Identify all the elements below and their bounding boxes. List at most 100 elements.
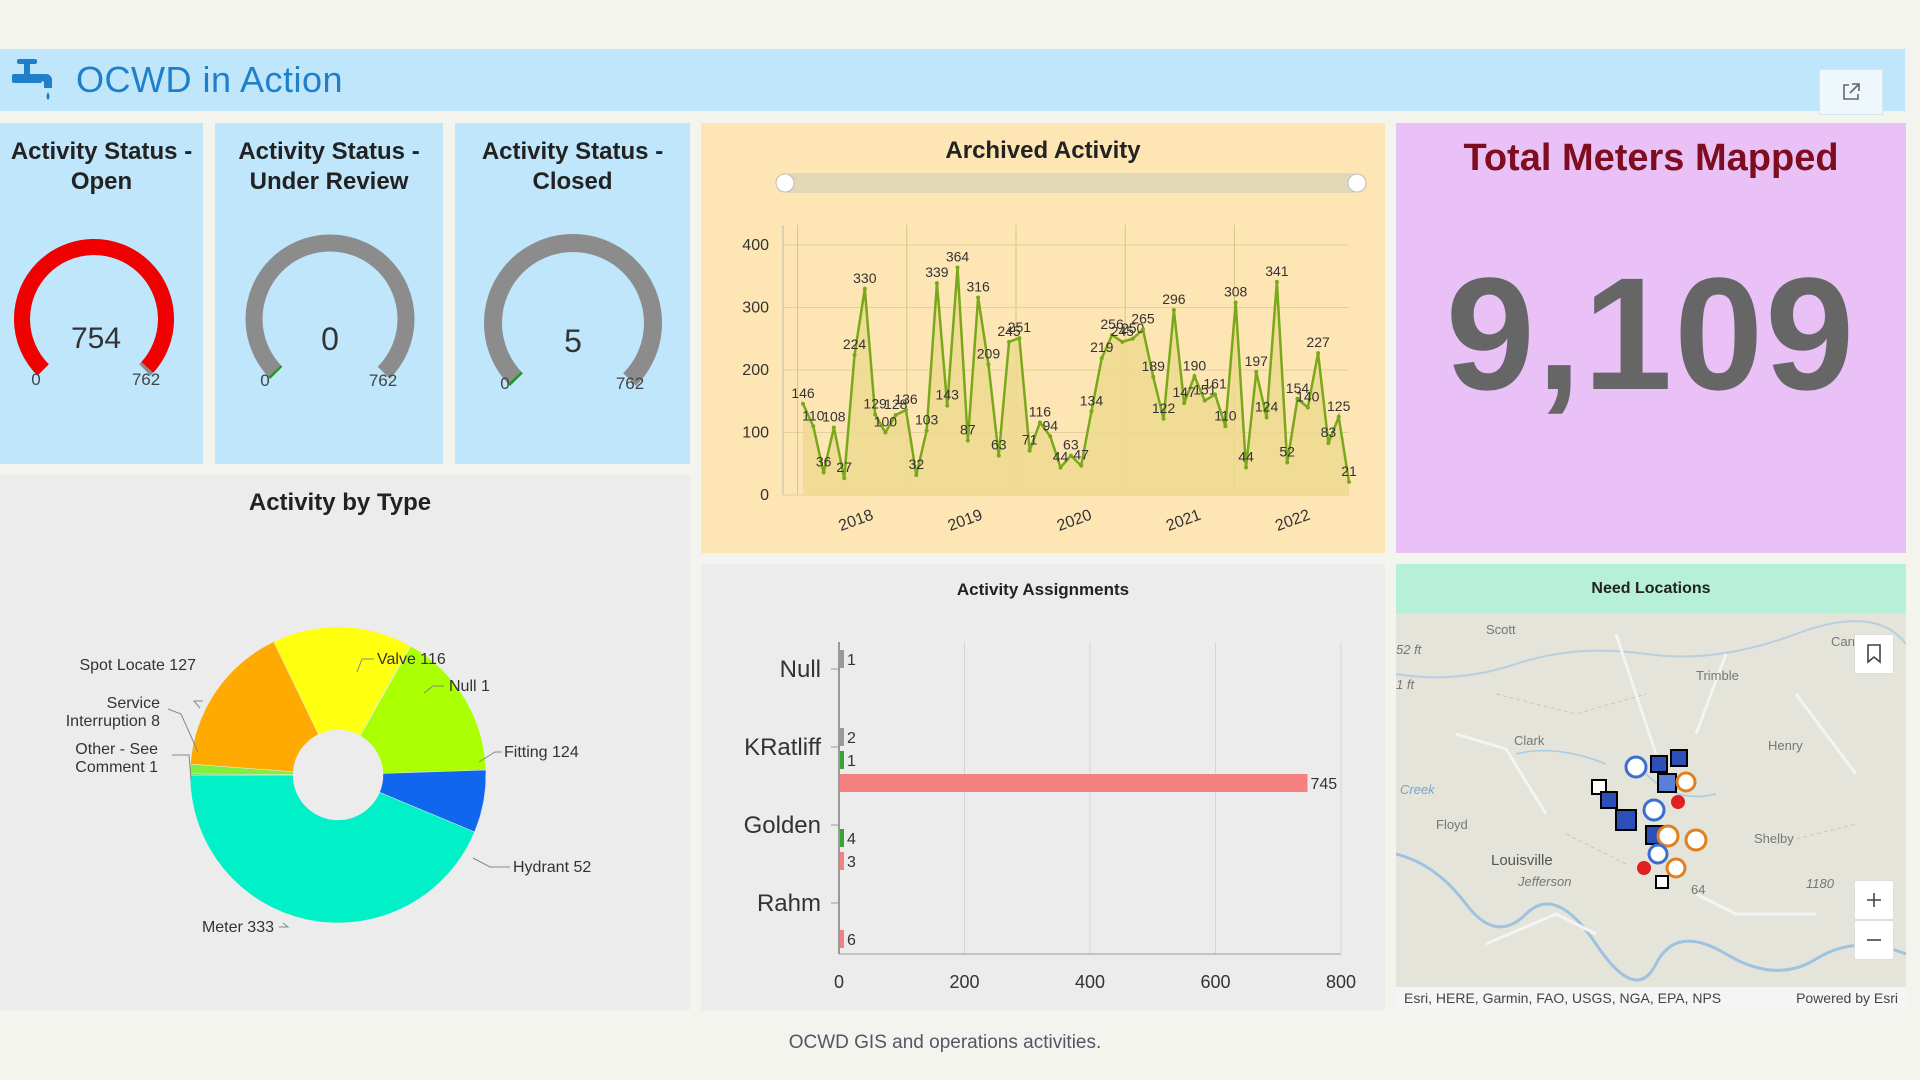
data-label: 147 <box>1172 384 1196 400</box>
bar[interactable] <box>840 774 1308 792</box>
pie-label-other-line1: Other - See <box>75 741 158 758</box>
map-label-jefferson: Jefferson <box>1517 874 1571 889</box>
zoom-out-button[interactable] <box>1854 920 1894 960</box>
gauge-max-label: 762 <box>369 371 397 390</box>
data-point <box>924 428 929 433</box>
data-point <box>1233 300 1238 305</box>
marker-flag <box>1591 779 1607 795</box>
gauge-max-label: 762 <box>616 374 644 393</box>
map-label-scott: Scott <box>1486 622 1516 637</box>
pie-slice[interactable] <box>359 645 487 774</box>
gauge-panel-closed: Activity Status - Closed 5 0 762 <box>455 123 690 464</box>
data-point <box>883 430 888 435</box>
data-point <box>1161 416 1166 421</box>
dashboard-header: OCWD in Action <box>0 49 1905 115</box>
need-location-markers[interactable] <box>1591 749 1708 889</box>
data-label: 27 <box>836 459 852 475</box>
map-label-shelby: Shelby <box>1754 831 1794 846</box>
data-label: 116 <box>1029 404 1052 420</box>
y-tick-label: 400 <box>742 237 769 254</box>
bar[interactable] <box>840 751 844 769</box>
pie-slice[interactable] <box>190 641 319 772</box>
data-label: 36 <box>816 454 832 470</box>
activity-by-type-chart: Valve 116 Null 1 Fitting 124 Hydrant 52 … <box>66 626 591 936</box>
marker-hydrant <box>1684 828 1708 852</box>
archived-activity-chart: 0 100 200 300 400 2018 2019 2020 2021 2022 146 110 3… <box>742 173 1367 535</box>
map-label-elev-1ft: 1 ft <box>1396 677 1415 692</box>
x-tick-label: 2022 <box>1273 507 1312 535</box>
data-point <box>945 403 950 408</box>
open-external-button[interactable] <box>1819 69 1883 115</box>
data-point <box>1171 308 1176 312</box>
pie-label-other-line2: Comment 1 <box>75 759 158 776</box>
bar[interactable] <box>840 852 844 870</box>
data-label: 52 <box>1279 444 1295 460</box>
data-point <box>1120 339 1125 344</box>
data-label: 63 <box>1063 437 1079 453</box>
map-label-floyd: Floyd <box>1436 817 1468 832</box>
bar[interactable] <box>840 829 844 847</box>
gauge-track <box>245 234 415 379</box>
marker-hydrant <box>1665 857 1687 879</box>
gauge-fill <box>268 365 283 379</box>
range-scrollbar[interactable] <box>783 173 1359 193</box>
x-tick-label: 400 <box>1075 972 1105 992</box>
marker-flag <box>1655 875 1669 889</box>
bar[interactable] <box>840 930 844 948</box>
data-label: 44 <box>1053 449 1069 465</box>
bar-value-label: 3 <box>847 854 856 871</box>
bookmark-button[interactable] <box>1854 634 1894 674</box>
panel-title: Activity by Type <box>248 489 432 516</box>
marker-meter <box>1642 798 1666 822</box>
data-label: 110 <box>1214 407 1237 423</box>
pie-label-fitting: Fitting 124 <box>504 744 579 761</box>
marker-work <box>1670 749 1688 767</box>
data-label: 190 <box>1183 357 1207 373</box>
data-point <box>842 476 847 481</box>
range-handle-right[interactable] <box>1347 173 1367 193</box>
pie-slice[interactable] <box>189 774 475 924</box>
gauge-chart: 0 0 762 <box>245 234 415 390</box>
pie-slice[interactable] <box>273 626 411 736</box>
map-label-elev-1180: 1180 <box>1806 876 1835 891</box>
gauge-title: Activity Status - Under Review <box>238 138 420 195</box>
data-label: 197 <box>1245 353 1269 369</box>
marker-work <box>1600 791 1618 809</box>
gauge-chart: 754 0 762 <box>14 239 174 389</box>
data-label: 219 <box>1090 339 1114 355</box>
data-point <box>1202 398 1207 403</box>
bar-value-label: 1 <box>847 753 856 770</box>
data-point <box>801 401 805 406</box>
data-point <box>1089 409 1094 414</box>
map-label-trimble: Trimble <box>1696 668 1739 683</box>
need-locations-map[interactable]: Scott Carroll Trimble Henry Clark Floyd … <box>1396 614 1906 987</box>
bar-value-label: 2 <box>847 730 856 747</box>
data-label: 341 <box>1265 263 1289 279</box>
data-point <box>1254 369 1259 374</box>
gauge-value: 5 <box>564 323 582 359</box>
bar[interactable] <box>840 650 844 668</box>
powered-by-esri[interactable]: Powered by Esri <box>1796 990 1898 1006</box>
data-label: 71 <box>1022 432 1038 448</box>
data-label: 134 <box>1080 392 1104 408</box>
data-point <box>1037 420 1042 425</box>
minus-icon <box>1867 939 1881 941</box>
zoom-in-button[interactable] <box>1854 880 1894 920</box>
data-label: 154 <box>1286 380 1310 396</box>
activity-by-type-panel: Activity by Type Valve 116 Null 1 Fittin… <box>0 475 690 1010</box>
gauge-fill <box>508 371 523 386</box>
data-label: 128 <box>884 396 908 412</box>
bookmark-icon <box>1867 644 1881 664</box>
panel-title: Archived Activity <box>945 137 1141 164</box>
marker-work <box>1615 809 1637 831</box>
panel-title: Need Locations <box>1396 564 1906 614</box>
data-label: 250 <box>1121 320 1145 336</box>
gauge-min-label: 0 <box>260 371 269 390</box>
marker-repair <box>1637 861 1651 875</box>
data-point <box>1243 465 1248 470</box>
data-label: 189 <box>1142 358 1166 374</box>
data-label: 224 <box>843 336 867 352</box>
map-label-route-64: 64 <box>1691 882 1705 897</box>
range-handle-left[interactable] <box>775 173 795 193</box>
bar[interactable] <box>840 728 844 746</box>
